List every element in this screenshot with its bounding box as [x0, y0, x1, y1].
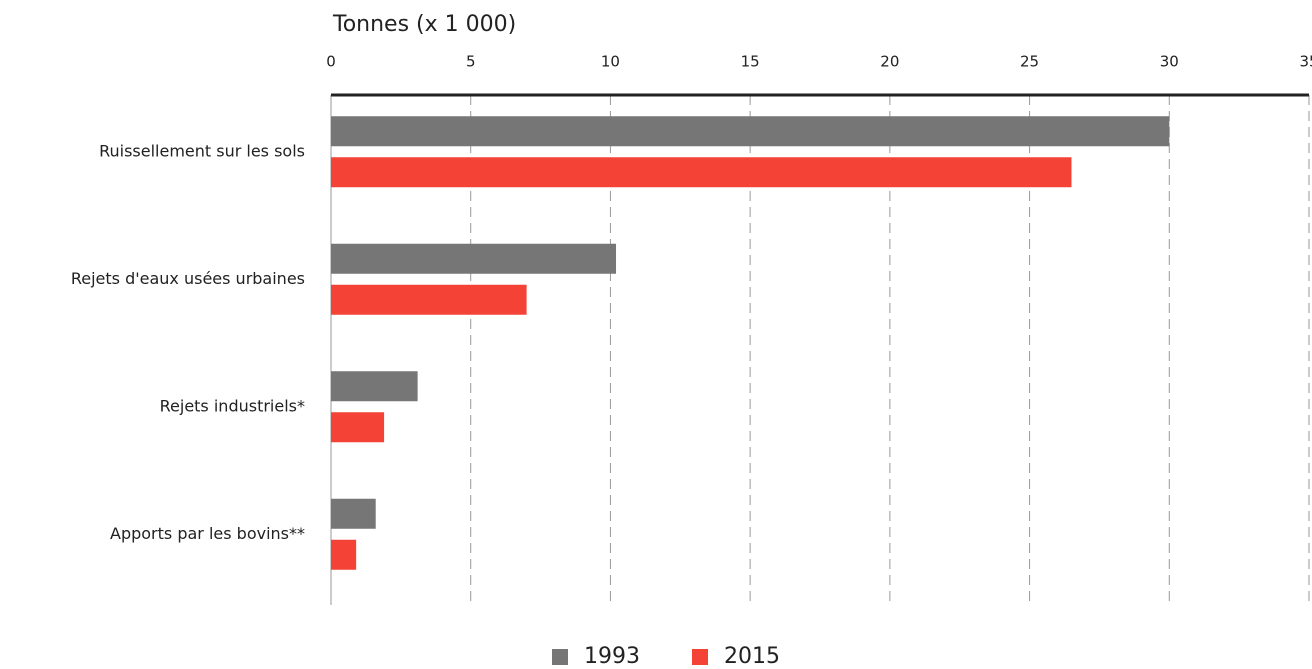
- axis-title: Tonnes (x 1 000): [332, 12, 516, 37]
- y-tick-label: Rejets industriels*: [160, 396, 305, 415]
- x-tick-label: 15: [741, 53, 760, 71]
- y-tick-label: Rejets d'eaux usées urbaines: [71, 269, 305, 288]
- bar: [331, 284, 527, 315]
- x-tick-label: 20: [880, 53, 899, 71]
- bar: [331, 539, 357, 570]
- y-tick-label: Apports par les bovins**: [110, 524, 305, 543]
- legend-label: 2015: [724, 644, 780, 669]
- x-tick-label: 5: [466, 53, 476, 71]
- bar: [331, 412, 385, 443]
- bar: [331, 116, 1170, 147]
- bar: [331, 371, 418, 402]
- x-tick-label: 10: [601, 53, 620, 71]
- x-tick-label: 30: [1160, 53, 1179, 71]
- legend-swatch: [692, 649, 708, 665]
- bar: [331, 243, 617, 274]
- legend-label: 1993: [584, 644, 640, 669]
- legend-swatch: [552, 649, 568, 665]
- bar: [331, 157, 1072, 188]
- y-tick-label: Ruissellement sur les sols: [99, 141, 305, 160]
- x-tick-label: 25: [1020, 53, 1039, 71]
- x-tick-label: 35: [1299, 53, 1312, 71]
- x-tick-label: 0: [326, 53, 336, 71]
- bar: [331, 498, 376, 529]
